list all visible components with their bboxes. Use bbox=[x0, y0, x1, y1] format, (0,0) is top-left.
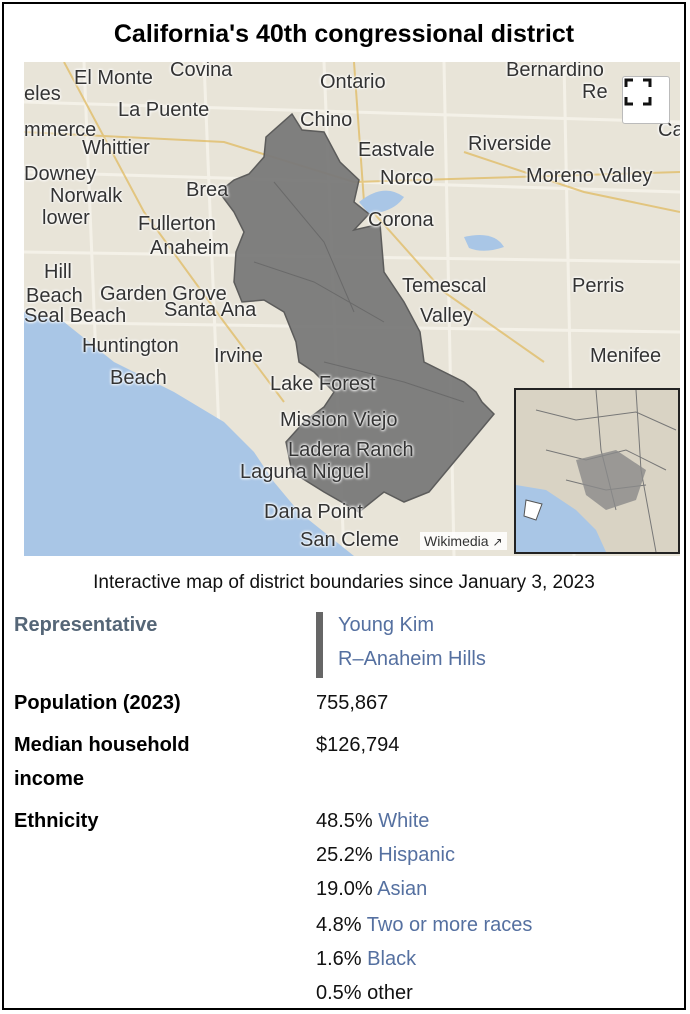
map-label: Hill bbox=[44, 261, 72, 283]
map-label: San Cleme bbox=[300, 529, 399, 551]
income-label-line1: Median household bbox=[14, 734, 190, 756]
ethnicity-item: 25.2% Hispanic bbox=[316, 838, 455, 872]
inset-canvas bbox=[516, 390, 678, 552]
ethnicity-link[interactable]: White bbox=[378, 810, 430, 832]
party-color-bar bbox=[316, 612, 323, 678]
map-label: Anaheim bbox=[150, 237, 229, 259]
map-label: Chino bbox=[300, 109, 353, 131]
map-label: mmerce bbox=[24, 119, 97, 141]
ethnicity-item: 48.5% White bbox=[316, 804, 429, 838]
ethnicity-link[interactable]: Black bbox=[367, 948, 417, 970]
map-label: Laguna Niguel bbox=[240, 461, 369, 483]
ethnicity-name: other bbox=[367, 982, 413, 1004]
map-label: La Puente bbox=[118, 99, 210, 121]
ethnicity-pct: 4.8% bbox=[316, 914, 362, 936]
map-label: eles bbox=[24, 83, 61, 105]
map-label: Eastvale bbox=[358, 139, 435, 161]
map-label: Brea bbox=[186, 179, 229, 201]
ethnicity-item: 4.8% Two or more races bbox=[316, 908, 532, 942]
map-label: Garden Grove bbox=[100, 283, 227, 305]
ethnicity-item: 1.6% Black bbox=[316, 942, 416, 976]
map-label: Irvine bbox=[214, 345, 263, 367]
ethnicity-pct: 0.5% bbox=[316, 982, 362, 1004]
ethnicity-item: 19.0% Asian bbox=[316, 872, 427, 906]
map-label: Covina bbox=[170, 62, 233, 81]
ethnicity-label: Ethnicity bbox=[14, 810, 99, 832]
district-map[interactable]: El Monte Covina Ontario Bernardino eles … bbox=[24, 62, 680, 556]
fullscreen-button[interactable] bbox=[622, 76, 670, 124]
population-label: Population (2023) bbox=[14, 692, 181, 714]
ethnicity-pct: 1.6% bbox=[316, 948, 362, 970]
map-label: Perris bbox=[572, 275, 625, 297]
map-label: Huntington bbox=[82, 335, 179, 357]
map-label: Bernardino bbox=[506, 62, 604, 81]
representative-label: Representative bbox=[14, 614, 158, 636]
district-boundary bbox=[217, 112, 496, 513]
map-attribution[interactable]: Wikimedia ↗ bbox=[420, 532, 507, 550]
map-label: Beach bbox=[110, 367, 167, 389]
map-label: Fullerton bbox=[138, 213, 216, 235]
map-label: Dana Point bbox=[264, 501, 363, 523]
map-label: Norwalk bbox=[50, 185, 123, 207]
map-label: Ladera Ranch bbox=[288, 439, 414, 461]
map-label: Ca bbox=[658, 119, 680, 141]
map-label: Downey bbox=[24, 163, 97, 185]
ethnicity-link[interactable]: Asian bbox=[377, 878, 428, 900]
map-label: Valley bbox=[420, 305, 473, 327]
map-label: Temescal bbox=[402, 275, 487, 297]
map-canvas bbox=[24, 62, 680, 556]
income-row: Median household income $126,794 bbox=[14, 728, 674, 798]
map-label: Beach bbox=[26, 285, 83, 307]
map-label: Norco bbox=[380, 167, 434, 189]
map-label: Re bbox=[582, 81, 608, 103]
external-link-icon: ↗ bbox=[492, 535, 503, 549]
map-label: Whittier bbox=[82, 137, 150, 159]
map-label: Ontario bbox=[320, 71, 386, 93]
map-label: Santa Ana bbox=[164, 299, 257, 321]
map-label: Corona bbox=[368, 209, 434, 231]
map-caption: Interactive map of district boundaries s… bbox=[93, 572, 595, 593]
ethnicity-link[interactable]: Two or more races bbox=[366, 914, 533, 936]
ethnicity-link[interactable]: Hispanic bbox=[378, 844, 455, 866]
map-label: Riverside bbox=[468, 133, 552, 155]
map-label: Moreno Valley bbox=[526, 165, 653, 187]
representative-party-link[interactable]: R–Anaheim Hills bbox=[338, 648, 486, 670]
representative-row: Representative Young Kim R–Anaheim Hills bbox=[14, 608, 674, 682]
fullscreen-icon bbox=[624, 78, 652, 106]
ethnicity-pct: 25.2% bbox=[316, 844, 373, 866]
map-label: Mission Viejo bbox=[280, 409, 398, 431]
map-label: lower bbox=[42, 207, 90, 229]
population-row: Population (2023) 755,867 bbox=[14, 686, 674, 720]
representative-name-link[interactable]: Young Kim bbox=[338, 614, 434, 636]
ethnicity-pct: 19.0% bbox=[316, 878, 373, 900]
income-label-line2: income bbox=[14, 768, 85, 790]
map-label: El Monte bbox=[74, 67, 153, 89]
map-label: Menifee bbox=[590, 345, 662, 367]
infobox-title: California's 40th congressional district bbox=[113, 20, 575, 48]
ethnicity-item: 0.5% other bbox=[316, 976, 413, 1010]
map-label: Seal Beach bbox=[24, 305, 127, 327]
ethnicity-pct: 48.5% bbox=[316, 810, 373, 832]
income-value: $126,794 bbox=[316, 734, 400, 756]
locator-inset-map bbox=[514, 388, 680, 554]
attribution-text: Wikimedia bbox=[424, 533, 489, 549]
population-value: 755,867 bbox=[316, 692, 389, 714]
ethnicity-row: Ethnicity 48.5% White 25.2% Hispanic 19.… bbox=[14, 804, 674, 1012]
map-label: Lake Forest bbox=[270, 373, 376, 395]
